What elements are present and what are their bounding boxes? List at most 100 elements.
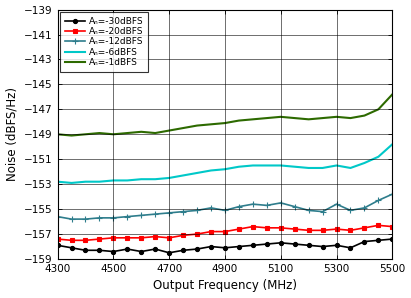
Aₙ=-1dBFS	[348, 116, 353, 120]
Aₙ=-12dBFS	[278, 201, 283, 205]
Aₙ=-6dBFS	[250, 164, 255, 167]
Aₙ=-30dBFS	[181, 249, 186, 252]
Aₙ=-12dBFS	[334, 202, 339, 206]
Aₙ=-6dBFS	[194, 171, 199, 175]
Aₙ=-12dBFS	[97, 216, 102, 220]
Aₙ=-20dBFS	[153, 235, 158, 238]
Aₙ=-6dBFS	[390, 142, 395, 146]
Aₙ=-20dBFS	[97, 237, 102, 241]
Aₙ=-30dBFS	[390, 237, 395, 241]
Aₙ=-12dBFS	[181, 210, 186, 213]
Aₙ=-30dBFS	[320, 245, 325, 248]
Aₙ=-1dBFS	[167, 129, 172, 132]
Aₙ=-30dBFS	[194, 247, 199, 251]
Aₙ=-30dBFS	[292, 242, 297, 246]
Aₙ=-12dBFS	[153, 212, 158, 216]
Aₙ=-1dBFS	[278, 115, 283, 119]
X-axis label: Output Frequency (MHz): Output Frequency (MHz)	[153, 280, 297, 292]
Aₙ=-30dBFS	[334, 243, 339, 247]
Aₙ=-6dBFS	[376, 155, 381, 159]
Aₙ=-30dBFS	[250, 243, 255, 247]
Aₙ=-12dBFS	[236, 205, 241, 208]
Aₙ=-30dBFS	[111, 250, 116, 253]
Line: Aₙ=-12dBFS: Aₙ=-12dBFS	[55, 191, 395, 222]
Aₙ=-6dBFS	[69, 181, 74, 185]
Aₙ=-30dBFS	[306, 243, 311, 247]
Aₙ=-6dBFS	[125, 179, 130, 182]
Aₙ=-6dBFS	[362, 161, 367, 165]
Aₙ=-12dBFS	[194, 209, 199, 212]
Aₙ=-30dBFS	[348, 246, 353, 250]
Aₙ=-12dBFS	[348, 209, 353, 212]
Aₙ=-6dBFS	[97, 180, 102, 184]
Aₙ=-20dBFS	[362, 226, 367, 230]
Aₙ=-12dBFS	[306, 209, 311, 212]
Aₙ=-1dBFS	[69, 134, 74, 137]
Aₙ=-30dBFS	[376, 238, 381, 242]
Aₙ=-20dBFS	[264, 226, 269, 230]
Aₙ=-6dBFS	[167, 176, 172, 180]
Aₙ=-20dBFS	[167, 236, 172, 240]
Aₙ=-6dBFS	[334, 164, 339, 167]
Line: Aₙ=-30dBFS: Aₙ=-30dBFS	[55, 237, 395, 255]
Aₙ=-30dBFS	[125, 247, 130, 251]
Aₙ=-12dBFS	[320, 210, 325, 213]
Aₙ=-20dBFS	[83, 238, 88, 242]
Aₙ=-1dBFS	[194, 124, 199, 127]
Aₙ=-20dBFS	[278, 226, 283, 230]
Aₙ=-20dBFS	[125, 236, 130, 240]
Aₙ=-20dBFS	[55, 237, 60, 241]
Aₙ=-6dBFS	[139, 177, 144, 181]
Aₙ=-6dBFS	[306, 166, 311, 170]
Aₙ=-12dBFS	[69, 217, 74, 221]
Aₙ=-20dBFS	[250, 225, 255, 228]
Aₙ=-12dBFS	[292, 205, 297, 208]
Aₙ=-12dBFS	[167, 211, 172, 215]
Aₙ=-30dBFS	[362, 240, 367, 243]
Line: Aₙ=-6dBFS: Aₙ=-6dBFS	[58, 144, 393, 183]
Aₙ=-1dBFS	[208, 122, 213, 126]
Aₙ=-1dBFS	[125, 131, 130, 135]
Aₙ=-20dBFS	[390, 225, 395, 228]
Aₙ=-1dBFS	[376, 108, 381, 111]
Aₙ=-12dBFS	[83, 217, 88, 221]
Aₙ=-6dBFS	[208, 169, 213, 172]
Aₙ=-30dBFS	[69, 246, 74, 250]
Aₙ=-6dBFS	[278, 164, 283, 167]
Aₙ=-12dBFS	[111, 216, 116, 220]
Aₙ=-20dBFS	[376, 224, 381, 227]
Aₙ=-12dBFS	[55, 215, 60, 218]
Aₙ=-12dBFS	[390, 193, 395, 196]
Aₙ=-1dBFS	[362, 114, 367, 117]
Aₙ=-12dBFS	[250, 202, 255, 206]
Aₙ=-6dBFS	[55, 180, 60, 184]
Aₙ=-20dBFS	[348, 229, 353, 232]
Aₙ=-20dBFS	[181, 234, 186, 237]
Aₙ=-12dBFS	[208, 206, 213, 210]
Aₙ=-30dBFS	[55, 243, 60, 247]
Aₙ=-1dBFS	[292, 116, 297, 120]
Aₙ=-6dBFS	[236, 165, 241, 168]
Aₙ=-1dBFS	[83, 133, 88, 136]
Aₙ=-30dBFS	[236, 245, 241, 248]
Aₙ=-1dBFS	[153, 131, 158, 135]
Aₙ=-1dBFS	[334, 115, 339, 119]
Aₙ=-20dBFS	[292, 227, 297, 231]
Aₙ=-6dBFS	[83, 180, 88, 184]
Aₙ=-6dBFS	[292, 165, 297, 168]
Aₙ=-30dBFS	[208, 245, 213, 248]
Aₙ=-20dBFS	[111, 236, 116, 240]
Aₙ=-30dBFS	[278, 241, 283, 245]
Aₙ=-1dBFS	[320, 116, 325, 120]
Aₙ=-1dBFS	[97, 131, 102, 135]
Aₙ=-6dBFS	[264, 164, 269, 167]
Aₙ=-30dBFS	[222, 246, 227, 250]
Aₙ=-1dBFS	[306, 117, 311, 121]
Aₙ=-30dBFS	[139, 250, 144, 253]
Aₙ=-30dBFS	[97, 249, 102, 252]
Aₙ=-12dBFS	[139, 214, 144, 217]
Aₙ=-6dBFS	[153, 177, 158, 181]
Aₙ=-1dBFS	[250, 117, 255, 121]
Aₙ=-30dBFS	[167, 251, 172, 254]
Aₙ=-20dBFS	[194, 232, 199, 236]
